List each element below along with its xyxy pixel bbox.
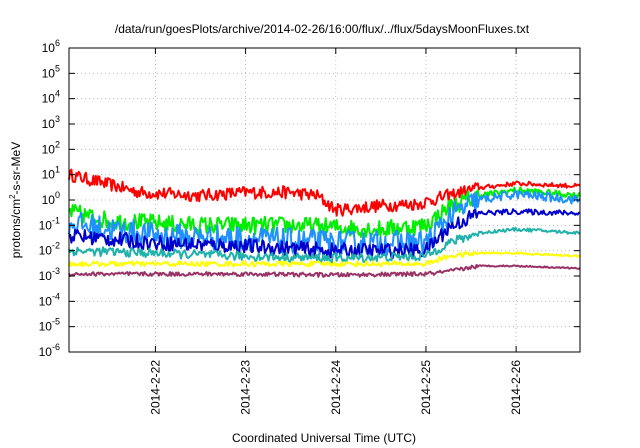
series-line-4 xyxy=(68,208,581,260)
x-tick-label: 2014-2-23 xyxy=(239,360,253,415)
series-line-5 xyxy=(68,226,581,264)
y-tick-label: 106 xyxy=(42,38,60,55)
series-line-1 xyxy=(68,168,581,217)
y-tick-label: 105 xyxy=(42,63,60,80)
y-axis: 10-6 10-5 10-4 10-3 10-2 10-1 100 101 102 103 104 1… xyxy=(39,38,580,359)
series-group xyxy=(68,168,581,278)
x-tick-label: 2014-2-24 xyxy=(329,360,343,415)
chart-title: /data/run/goesPlots/archive/2014-02-26/1… xyxy=(115,22,530,36)
y-tick-label: 10-5 xyxy=(39,317,60,334)
y-tick-label: 10-4 xyxy=(39,291,60,308)
x-tick-label: 2014-2-25 xyxy=(419,360,433,415)
x-axis: 2014-2-22 2014-2-23 2014-2-24 2014-2-25 2014… xyxy=(148,48,523,415)
x-axis-label: Coordinated Universal Time (UTC) xyxy=(232,431,416,445)
x-tick-label: 2014-2-26 xyxy=(509,360,523,415)
y-tick-label: 10-2 xyxy=(39,241,60,258)
y-tick-label: 10-6 xyxy=(39,342,60,359)
y-tick-label: 102 xyxy=(42,139,60,156)
y-tick-label: 101 xyxy=(42,165,60,182)
series-line-2 xyxy=(68,186,581,239)
y-tick-label: 100 xyxy=(42,190,60,207)
y-tick-label: 104 xyxy=(42,89,60,106)
series-line-6 xyxy=(68,250,581,268)
x-tick-label: 2014-2-22 xyxy=(148,360,162,415)
y-axis-label: protons/cm2-s-sr-MeV xyxy=(8,142,23,258)
y-tick-label: 10-1 xyxy=(39,215,60,232)
series-line-7 xyxy=(68,263,581,278)
y-tick-label: 103 xyxy=(42,114,60,131)
y-tick-label: 10-3 xyxy=(39,266,60,283)
